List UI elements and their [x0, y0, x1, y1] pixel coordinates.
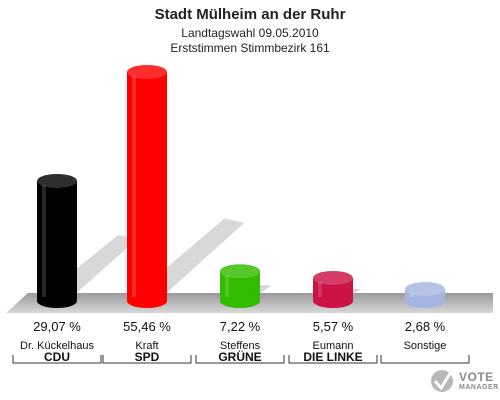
bar-top [127, 65, 167, 79]
value-label: 2,68 % [405, 319, 446, 334]
bar-top [313, 271, 353, 286]
bar-body [220, 271, 260, 308]
label-bracket [195, 355, 285, 364]
bar-sonstige [405, 282, 445, 308]
bar-highlight [410, 293, 414, 297]
bar-top [220, 264, 260, 279]
logo-manager-text: MANAGER [459, 384, 499, 391]
party-label: CDU [44, 350, 70, 364]
label-bracket [12, 355, 102, 364]
candidate-label: Sonstige [404, 340, 447, 352]
bar-spd [127, 65, 167, 308]
bar-gr-ne [220, 264, 260, 308]
candidate-label: Kraft [135, 340, 158, 352]
candidate-label: Steffens [220, 340, 261, 352]
bar-body [127, 72, 167, 308]
bar-highlight [225, 275, 229, 297]
chart-subtitle: Landtagswahl 09.05.2010 [181, 26, 319, 40]
candidate-label: Eumann [313, 340, 354, 352]
label-bracket [102, 355, 192, 364]
party-label: SPD [135, 350, 160, 364]
party-label: DIE LINKE [303, 350, 362, 364]
chart-subtitle-2: Erststimmen Stimmbezirk 161 [170, 41, 330, 55]
logo-vote-text: VOTE [459, 370, 494, 384]
value-label: 7,22 % [220, 319, 261, 334]
value-label: 55,46 % [123, 319, 171, 334]
bar-body [313, 278, 353, 308]
checkmark-icon [431, 370, 453, 392]
chart-title: Stadt Mülheim an der Ruhr [154, 6, 346, 23]
bar-cdu [37, 173, 77, 308]
value-label: 29,07 % [33, 319, 81, 334]
bar-top [37, 173, 77, 188]
label-bracket [380, 355, 470, 364]
candidate-label: Dr. Kückelhaus [20, 340, 94, 352]
label-bracket [288, 355, 378, 364]
bar-highlight [42, 184, 46, 297]
bar-top [405, 282, 445, 296]
bar-highlight [318, 282, 322, 297]
party-label: GRÜNE [218, 349, 261, 364]
bar-highlight [132, 76, 136, 297]
value-label: 5,57 % [313, 319, 354, 334]
bar-die-linke [313, 271, 353, 308]
bar-body [37, 180, 77, 308]
